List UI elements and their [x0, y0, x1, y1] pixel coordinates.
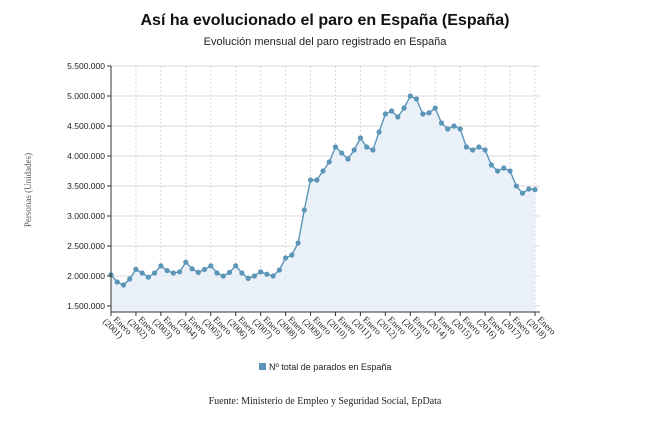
source-note: Fuente: Ministerio de Empleo y Seguridad…: [208, 396, 442, 407]
data-point: [301, 207, 307, 213]
data-point: [526, 186, 532, 192]
data-point: [482, 147, 488, 153]
data-point: [463, 144, 469, 150]
data-point: [139, 270, 145, 276]
data-point: [395, 114, 401, 120]
data-point: [389, 108, 395, 114]
data-point: [495, 168, 501, 174]
data-point: [120, 282, 127, 288]
data-point: [457, 126, 463, 132]
data-point: [432, 105, 438, 111]
data-point: [532, 187, 538, 193]
y-axis-label: Personas (Unidades): [23, 153, 33, 227]
data-point: [133, 266, 139, 272]
data-point: [295, 240, 301, 246]
series-points: [108, 93, 538, 288]
data-point: [127, 276, 133, 282]
data-point: [152, 270, 158, 276]
data-point: [177, 269, 183, 275]
data-point: [357, 135, 363, 141]
data-point: [314, 177, 320, 183]
y-tick-label: 3.000.000: [67, 211, 105, 221]
data-point: [307, 177, 314, 183]
data-point: [451, 123, 457, 129]
data-point: [189, 266, 195, 272]
x-tick-labels: Enero(2001) Enero(2002) Enero(2003) Enero(2…: [101, 310, 558, 343]
data-point: [276, 267, 282, 273]
data-point: [258, 269, 264, 275]
data-point: [420, 111, 426, 117]
data-point: [214, 270, 220, 276]
data-point: [289, 252, 295, 258]
data-point: [401, 105, 407, 111]
data-point: [114, 279, 120, 285]
data-point: [507, 168, 513, 174]
y-tick-labels: 1.500.000 2.000.000 2.500.000 3.000.000 3.50…: [67, 61, 105, 311]
axes: [107, 65, 540, 316]
legend-swatch: [259, 363, 266, 370]
data-point: [245, 275, 251, 281]
data-point: [332, 144, 339, 150]
data-point: [351, 147, 357, 153]
data-point: [513, 183, 519, 189]
data-point: [470, 147, 476, 153]
data-point: [364, 144, 370, 150]
y-tick-label: 1.500.000: [67, 301, 105, 311]
data-point: [251, 273, 257, 279]
data-point: [239, 270, 245, 276]
data-point: [426, 110, 432, 116]
data-point: [264, 271, 270, 277]
data-point: [376, 129, 382, 135]
legend-label: Nº total de parados en España: [269, 362, 391, 372]
y-tick-label: 3.500.000: [67, 181, 105, 191]
data-point: [438, 120, 445, 126]
y-tick-label: 5.000.000: [67, 91, 105, 101]
data-point: [158, 263, 164, 269]
y-tick-label: 2.500.000: [67, 241, 105, 251]
data-point: [170, 270, 176, 276]
data-point: [476, 144, 482, 150]
data-point: [183, 259, 189, 265]
data-point: [370, 147, 376, 153]
data-point: [145, 274, 151, 280]
data-point: [382, 111, 388, 117]
data-point: [326, 159, 332, 165]
y-tick-label: 5.500.000: [67, 61, 105, 71]
data-point: [208, 263, 214, 269]
data-point: [445, 126, 451, 132]
data-point: [233, 263, 239, 269]
data-point: [220, 273, 226, 279]
data-point: [270, 273, 276, 279]
data-point: [488, 162, 494, 168]
y-tick-label: 4.000.000: [67, 151, 105, 161]
series-area: [111, 96, 535, 312]
legend: Nº total de parados en España: [259, 362, 391, 372]
chart-title: Así ha evolucionado el paro en España (E…: [140, 12, 510, 29]
data-point: [519, 190, 526, 196]
chart-subtitle: Evolución mensual del paro registrado en…: [203, 36, 447, 48]
x-tick-label: Enero(2018): [525, 310, 558, 343]
y-tick-label: 4.500.000: [67, 121, 105, 131]
y-tick-label: 2.000.000: [67, 271, 105, 281]
data-point: [339, 150, 345, 156]
data-point: [413, 96, 420, 102]
data-point: [226, 269, 233, 275]
data-point: [283, 255, 289, 261]
data-point: [345, 156, 351, 162]
data-point: [501, 165, 507, 171]
data-point: [407, 93, 413, 99]
data-point: [201, 266, 208, 272]
data-point: [164, 268, 170, 274]
data-point: [195, 269, 201, 275]
data-point: [320, 168, 326, 174]
